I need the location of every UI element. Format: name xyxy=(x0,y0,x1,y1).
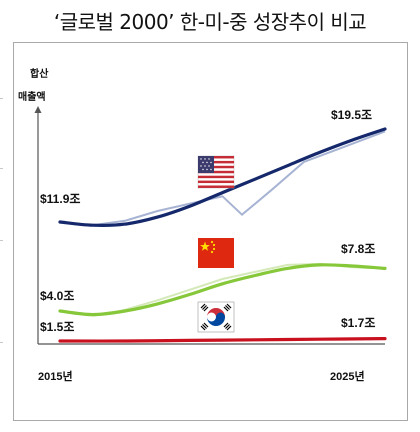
korea-trend-line xyxy=(58,337,387,343)
x-tick-label-start: 2015년 xyxy=(38,369,73,383)
us-end-label: $19.5조 xyxy=(331,108,372,122)
side-tick xyxy=(0,168,3,169)
china-trend-line xyxy=(58,263,387,317)
series-layer xyxy=(58,127,387,343)
y-axis-arrow xyxy=(34,106,42,113)
korea-end-label: $1.7조 xyxy=(341,316,375,330)
us-actual-line xyxy=(92,130,386,227)
china-flag-icon xyxy=(198,238,234,268)
y-axis-label-line1: 합산 xyxy=(30,67,49,80)
korea-start-label: $1.5조 xyxy=(40,320,74,334)
y-axis-label-line2: 매출액 xyxy=(18,90,46,103)
side-tick xyxy=(0,240,3,241)
side-tick xyxy=(0,342,3,343)
us-flag-icon xyxy=(197,155,235,189)
side-tick xyxy=(0,98,3,99)
china-end-label: $7.8조 xyxy=(341,242,375,256)
axes xyxy=(34,106,385,345)
us-start-label: $11.9조 xyxy=(40,192,80,206)
korea-flag-icon xyxy=(197,301,235,333)
chart-panel xyxy=(13,42,408,421)
china-start-label: $4.0조 xyxy=(40,289,74,303)
chart-title: ‘글로벌 2000’ 한-미-중 성장추이 비교 xyxy=(53,10,367,34)
us-trend-line xyxy=(58,127,387,227)
x-tick-label-end: 2025년 xyxy=(330,369,365,383)
